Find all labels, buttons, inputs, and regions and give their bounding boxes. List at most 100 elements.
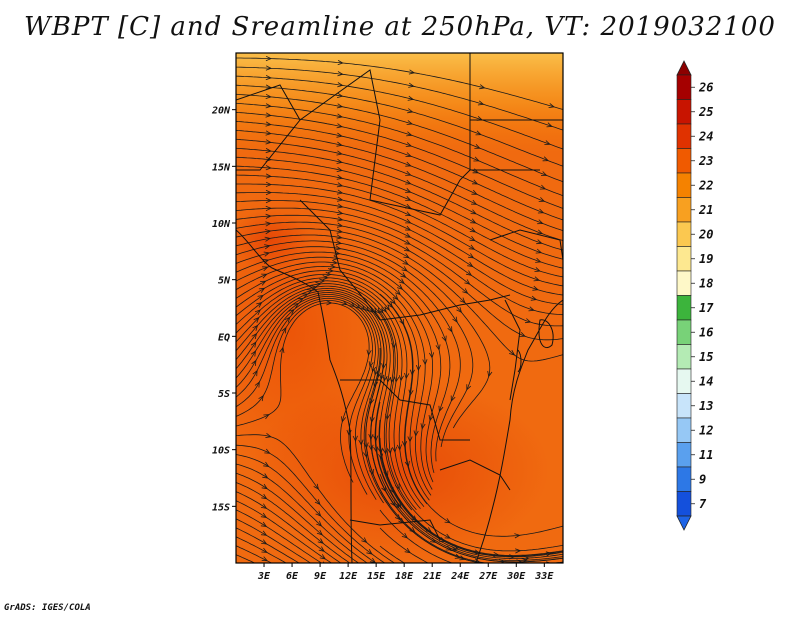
lat-tick-label: 20N bbox=[211, 106, 231, 117]
colorbar-swatch bbox=[676, 393, 692, 419]
streamline-arrow bbox=[334, 245, 342, 251]
streamline-arrow bbox=[406, 131, 413, 137]
streamline bbox=[236, 156, 563, 260]
streamline-arrow bbox=[261, 483, 268, 490]
streamline-arrow bbox=[251, 332, 258, 340]
streamline-arrow bbox=[250, 341, 257, 348]
streamline-arrow bbox=[315, 281, 322, 287]
streamline bbox=[236, 102, 563, 197]
streamline-arrow bbox=[265, 213, 272, 219]
field-shading bbox=[236, 53, 563, 560]
streamlines bbox=[236, 55, 563, 563]
colorbar-label: 22 bbox=[698, 178, 713, 192]
streamline-arrow bbox=[524, 318, 532, 324]
streamline-arrow bbox=[336, 132, 343, 138]
streamline bbox=[236, 444, 386, 563]
streamline bbox=[236, 228, 563, 362]
border-ethiopia bbox=[489, 229, 563, 261]
streamline-arrow bbox=[422, 359, 428, 366]
streamline-arrow bbox=[465, 270, 473, 276]
streamline-arrow bbox=[337, 216, 344, 222]
border-niger-chad bbox=[299, 69, 381, 201]
streamline-arrow bbox=[254, 381, 260, 388]
lat-tick-label: 15N bbox=[212, 162, 231, 173]
streamline-arrow bbox=[535, 257, 542, 263]
streamline-arrow bbox=[263, 414, 270, 420]
streamline-arrow bbox=[398, 278, 405, 285]
streamline-arrow bbox=[394, 483, 400, 490]
streamline-arrow bbox=[265, 84, 272, 90]
streamline-arrow bbox=[335, 240, 343, 246]
streamline-arrow bbox=[336, 92, 344, 98]
lon-tick-label: 21E bbox=[422, 571, 442, 582]
streamline-arrow bbox=[470, 218, 477, 224]
streamline-arrow bbox=[450, 395, 456, 402]
colorbar-label: 17 bbox=[699, 301, 714, 315]
streamline-arrow bbox=[475, 130, 482, 136]
streamline-arrow bbox=[366, 349, 372, 356]
streamline-arrow bbox=[405, 152, 412, 157]
border-drc-angola bbox=[340, 379, 470, 441]
streamline-arrow bbox=[447, 326, 453, 333]
streamline-arrow bbox=[281, 326, 287, 334]
streamline bbox=[236, 240, 474, 447]
streamline-arrow bbox=[474, 144, 481, 149]
streamline-arrow bbox=[381, 485, 387, 493]
streamline bbox=[236, 500, 333, 563]
streamline-arrow bbox=[404, 225, 412, 231]
colorbar-swatch bbox=[676, 442, 692, 468]
streamline-arrow bbox=[528, 306, 535, 312]
streamline bbox=[236, 545, 273, 563]
streamline-arrow bbox=[408, 69, 416, 75]
streamline-arrow bbox=[413, 430, 419, 437]
colorbar-swatch bbox=[676, 74, 692, 100]
streamline-arrow bbox=[264, 244, 271, 250]
colorbar-swatch bbox=[676, 148, 692, 174]
streamline-arrow bbox=[382, 375, 388, 382]
streamline bbox=[236, 491, 342, 563]
streamline bbox=[236, 302, 370, 483]
streamline bbox=[370, 383, 563, 563]
lon-tick-label: 6E bbox=[286, 571, 299, 582]
streamline-arrow bbox=[404, 246, 411, 252]
streamline-arrow bbox=[384, 304, 390, 311]
border-zambia-zimbabwe bbox=[439, 459, 511, 491]
streamline-arrow bbox=[316, 529, 323, 536]
streamline bbox=[236, 300, 373, 495]
streamline-arrow bbox=[374, 307, 381, 315]
streamline-arrow bbox=[396, 444, 402, 451]
streamline bbox=[379, 545, 406, 563]
streamline bbox=[236, 129, 563, 232]
streamline-arrow bbox=[544, 140, 551, 145]
coastline-west-africa bbox=[236, 229, 353, 563]
streamline-arrow bbox=[336, 228, 344, 234]
streamline-arrow bbox=[441, 335, 447, 343]
streamline-arrow bbox=[464, 279, 471, 285]
colorbar-label: 26 bbox=[698, 80, 713, 94]
streamline-arrow bbox=[534, 267, 541, 272]
streamline bbox=[236, 536, 287, 563]
streamline bbox=[236, 463, 368, 563]
streamline-arrow bbox=[337, 82, 344, 88]
streamline bbox=[236, 454, 377, 563]
colorbar-swatch bbox=[676, 197, 692, 223]
streamline-arrow bbox=[401, 532, 408, 539]
streamline-arrow bbox=[408, 389, 414, 396]
streamline bbox=[236, 183, 563, 287]
streamline-arrow bbox=[438, 405, 444, 413]
lon-tick-label: 30E bbox=[506, 571, 526, 582]
streamline-arrow bbox=[254, 309, 261, 316]
streamline-arrow bbox=[358, 439, 364, 446]
colorbar-top-arrow bbox=[676, 60, 692, 76]
streamline-arrow bbox=[336, 174, 344, 180]
streamline-arrow bbox=[405, 211, 412, 216]
colorbar-swatch bbox=[676, 270, 692, 296]
streamline-arrow bbox=[420, 423, 426, 430]
map-frame bbox=[235, 52, 564, 564]
streamline-arrow bbox=[336, 113, 343, 119]
streamline bbox=[236, 472, 360, 563]
streamline-arrow bbox=[265, 197, 273, 204]
streamline-arrow bbox=[366, 549, 373, 555]
streamline-arrow bbox=[264, 448, 271, 454]
colorbar-label: 18 bbox=[699, 276, 713, 290]
